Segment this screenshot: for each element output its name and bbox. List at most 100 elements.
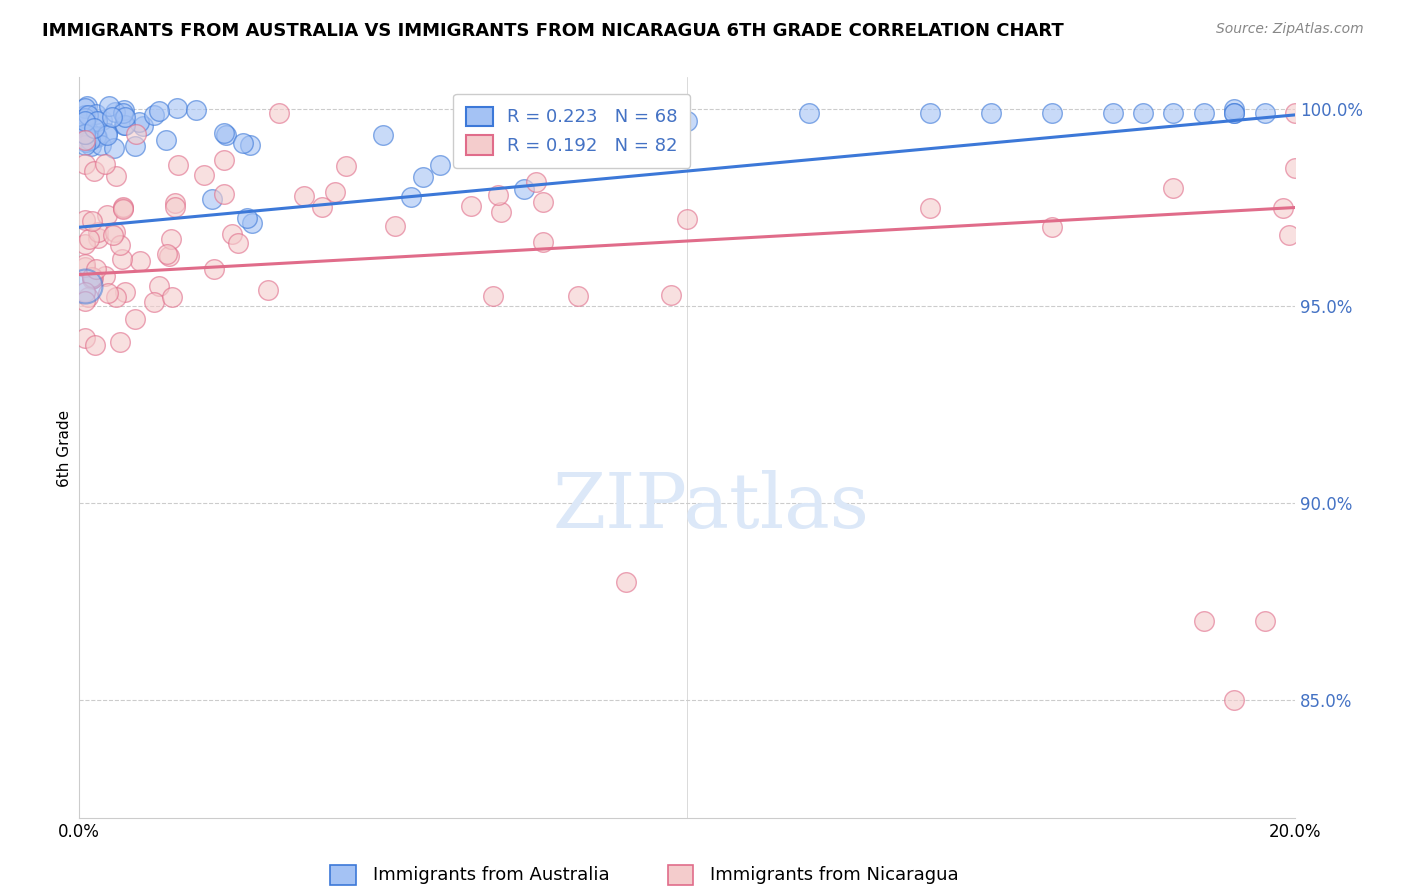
Point xyxy=(82,269,104,284)
Point xyxy=(323,185,346,199)
Point xyxy=(75,293,97,308)
Y-axis label: 6th Grade: 6th Grade xyxy=(58,409,72,486)
Point xyxy=(797,106,820,120)
Point xyxy=(1040,220,1063,235)
Point xyxy=(163,195,186,210)
Point xyxy=(84,261,107,276)
Point xyxy=(111,202,134,216)
Point xyxy=(412,170,434,185)
Point xyxy=(82,272,104,286)
Point xyxy=(112,118,135,132)
Point xyxy=(1284,161,1306,175)
Point xyxy=(104,105,127,120)
Point xyxy=(659,288,682,302)
Point xyxy=(565,106,588,120)
Point xyxy=(96,126,118,140)
Point xyxy=(128,115,150,129)
Point xyxy=(75,133,97,147)
Point xyxy=(371,128,394,142)
Point xyxy=(97,285,120,300)
Point xyxy=(103,141,125,155)
Point xyxy=(1284,106,1306,120)
Point xyxy=(104,169,127,183)
Point xyxy=(124,311,146,326)
Point xyxy=(614,574,637,589)
Point xyxy=(143,295,166,310)
Point xyxy=(235,211,257,225)
Point xyxy=(114,110,136,124)
Point xyxy=(75,279,97,293)
Point xyxy=(76,133,98,147)
Point xyxy=(75,127,97,141)
Point xyxy=(75,138,97,153)
Point xyxy=(148,278,170,293)
Point xyxy=(101,110,124,124)
Point xyxy=(1223,693,1246,707)
Point xyxy=(114,118,136,132)
Point xyxy=(513,182,536,196)
Point xyxy=(108,238,131,252)
Point xyxy=(980,106,1002,120)
Point xyxy=(1223,106,1246,120)
Point xyxy=(1040,106,1063,120)
Point xyxy=(91,112,114,127)
Point xyxy=(75,237,97,252)
Point xyxy=(148,103,170,118)
Point xyxy=(129,254,152,268)
Point xyxy=(111,252,134,266)
Point xyxy=(676,212,699,227)
Point xyxy=(238,137,260,152)
Point xyxy=(96,208,118,222)
Point xyxy=(1278,228,1301,243)
Point xyxy=(79,133,101,147)
Point xyxy=(75,285,97,300)
Point xyxy=(114,285,136,299)
Point xyxy=(75,331,97,345)
Point xyxy=(292,188,315,202)
Point xyxy=(165,200,187,214)
Point xyxy=(142,108,165,122)
Point xyxy=(1192,106,1215,120)
Point xyxy=(384,219,406,233)
Point xyxy=(226,235,249,250)
Point xyxy=(80,213,103,227)
Point xyxy=(399,190,422,204)
Point xyxy=(676,113,699,128)
Point xyxy=(75,128,97,142)
Point xyxy=(489,205,512,219)
Point xyxy=(429,158,451,172)
Point xyxy=(567,288,589,302)
Point xyxy=(267,106,290,120)
Point xyxy=(200,192,222,206)
Point xyxy=(132,119,155,133)
Point xyxy=(87,231,110,245)
Point xyxy=(76,290,98,304)
Point xyxy=(166,158,188,172)
Point xyxy=(482,289,505,303)
Point xyxy=(75,108,97,122)
Point xyxy=(86,129,108,144)
Point xyxy=(84,106,107,120)
Point xyxy=(1223,102,1246,116)
Point xyxy=(155,133,177,147)
Point xyxy=(75,212,97,227)
Point xyxy=(75,260,97,275)
Point xyxy=(159,250,181,264)
Point xyxy=(75,136,97,150)
Point xyxy=(221,227,243,242)
Point xyxy=(112,201,135,215)
Point xyxy=(524,175,547,189)
Point xyxy=(1192,615,1215,629)
Point xyxy=(212,126,235,140)
Point xyxy=(202,262,225,277)
Point xyxy=(460,199,482,213)
Point xyxy=(335,159,357,173)
Point xyxy=(486,188,509,202)
Point xyxy=(125,127,148,141)
Point xyxy=(212,186,235,201)
Point xyxy=(75,111,97,125)
Point xyxy=(257,284,280,298)
Point xyxy=(112,200,135,214)
Point xyxy=(1223,106,1246,120)
Point xyxy=(1101,106,1123,120)
